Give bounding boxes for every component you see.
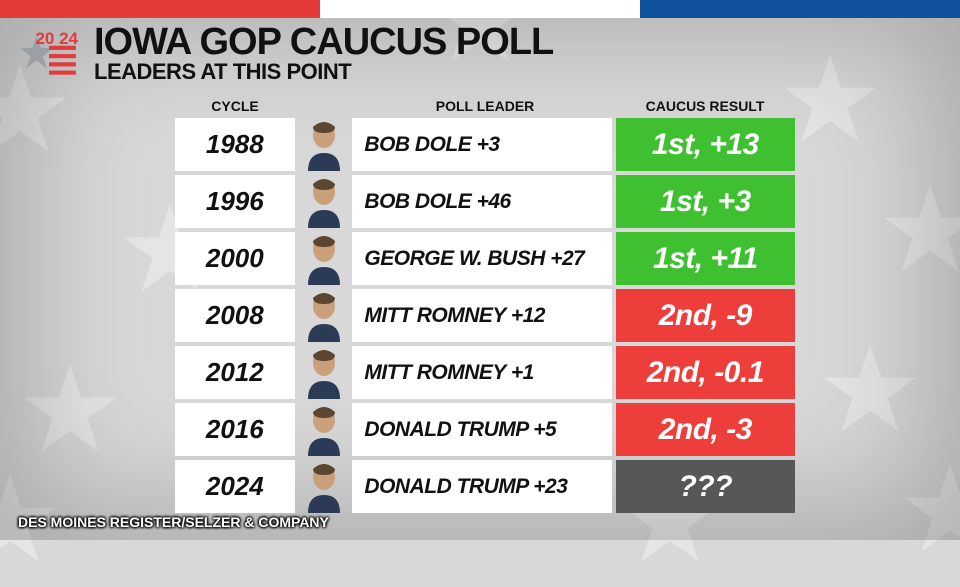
col-header-leader: POLL LEADER bbox=[355, 98, 615, 114]
candidate-headshot bbox=[299, 346, 349, 399]
candidate-headshot bbox=[299, 232, 349, 285]
page-subtitle: LEADERS AT THIS POINT bbox=[94, 62, 553, 83]
election-2024-logo: 20 24 bbox=[18, 27, 80, 79]
candidate-headshot bbox=[299, 403, 349, 456]
cycle-cell: 2000 bbox=[175, 232, 295, 285]
table-row: 2016 DONALD TRUMP +52nd, -3 bbox=[175, 403, 795, 456]
header: 20 24 IOWA GOP CAUCUS POLL LEADERS AT TH… bbox=[18, 24, 553, 83]
poll-leader-cell: BOB DOLE +3 bbox=[352, 118, 611, 171]
candidate-headshot bbox=[299, 460, 349, 513]
caucus-result-cell: 2nd, -0.1 bbox=[616, 346, 795, 399]
poll-leader-cell: MITT ROMNEY +12 bbox=[352, 289, 611, 342]
table-row: 2024 DONALD TRUMP +23??? bbox=[175, 460, 795, 513]
poll-leader-cell: GEORGE W. BUSH +27 bbox=[352, 232, 611, 285]
candidate-headshot bbox=[299, 175, 349, 228]
cycle-cell: 2012 bbox=[175, 346, 295, 399]
cycle-cell: 1996 bbox=[175, 175, 295, 228]
table-row: 1988 BOB DOLE +31st, +13 bbox=[175, 118, 795, 171]
cycle-cell: 2008 bbox=[175, 289, 295, 342]
flag-stripe-bar bbox=[0, 0, 960, 18]
table-row: 2000 GEORGE W. BUSH +271st, +11 bbox=[175, 232, 795, 285]
poll-leader-cell: DONALD TRUMP +5 bbox=[352, 403, 611, 456]
caucus-result-cell: ??? bbox=[616, 460, 795, 513]
caucus-result-cell: 1st, +13 bbox=[616, 118, 795, 171]
poll-leader-cell: MITT ROMNEY +1 bbox=[352, 346, 611, 399]
poll-leader-cell: DONALD TRUMP +23 bbox=[352, 460, 611, 513]
col-header-result: CAUCUS RESULT bbox=[615, 98, 795, 114]
caucus-result-cell: 1st, +3 bbox=[616, 175, 795, 228]
page-title: IOWA GOP CAUCUS POLL bbox=[94, 24, 553, 60]
cycle-cell: 2016 bbox=[175, 403, 295, 456]
column-headers: CYCLE POLL LEADER CAUCUS RESULT bbox=[175, 98, 795, 114]
col-header-cycle: CYCLE bbox=[175, 98, 295, 114]
candidate-headshot bbox=[299, 118, 349, 171]
caucus-result-cell: 1st, +11 bbox=[616, 232, 795, 285]
table-row: 1996 BOB DOLE +461st, +3 bbox=[175, 175, 795, 228]
table-row: 2012 MITT ROMNEY +12nd, -0.1 bbox=[175, 346, 795, 399]
table-row: 2008 MITT ROMNEY +122nd, -9 bbox=[175, 289, 795, 342]
source-attribution: DES MOINES REGISTER/SELZER & COMPANY bbox=[18, 514, 329, 530]
cycle-cell: 2024 bbox=[175, 460, 295, 513]
caucus-result-cell: 2nd, -3 bbox=[616, 403, 795, 456]
poll-table: CYCLE POLL LEADER CAUCUS RESULT 1988 BOB … bbox=[175, 98, 795, 517]
candidate-headshot bbox=[299, 289, 349, 342]
poll-leader-cell: BOB DOLE +46 bbox=[352, 175, 611, 228]
cycle-cell: 1988 bbox=[175, 118, 295, 171]
caucus-result-cell: 2nd, -9 bbox=[616, 289, 795, 342]
logo-year: 20 24 bbox=[35, 31, 78, 47]
